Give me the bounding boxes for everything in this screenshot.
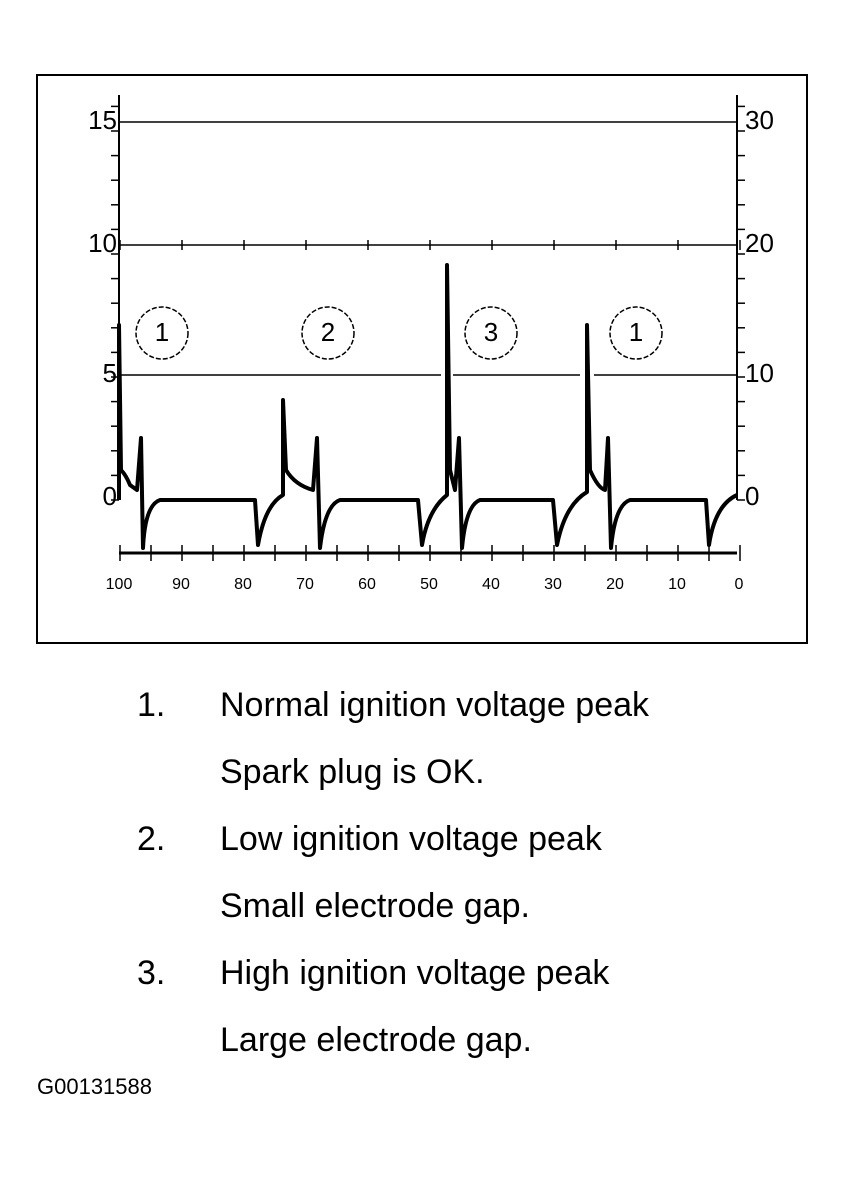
bottom-tick-label: 80 xyxy=(234,576,252,593)
marker-label: 1 xyxy=(629,317,643,347)
bottom-tick-label: 100 xyxy=(106,576,133,593)
figure-id: G00131588 xyxy=(37,1074,152,1099)
marker-circle xyxy=(135,306,189,360)
right-tick-label: 10 xyxy=(745,358,774,388)
marker-circle xyxy=(464,306,518,360)
legend-text: High ignition voltage peak xyxy=(220,954,610,992)
marker-label: 2 xyxy=(321,317,335,347)
right-tick-label: 0 xyxy=(745,481,759,511)
right-tick-label: 20 xyxy=(745,228,774,258)
marker-label: 1 xyxy=(155,317,169,347)
legend-number: 2. xyxy=(137,820,165,858)
bottom-tick-label: 90 xyxy=(172,576,190,593)
marker-circle xyxy=(609,306,663,360)
marker-label: 3 xyxy=(484,317,498,347)
bottom-tick-label: 40 xyxy=(482,576,500,593)
legend-number: 1. xyxy=(137,686,165,724)
bottom-tick-label: 50 xyxy=(420,576,438,593)
bottom-tick-label: 20 xyxy=(606,576,624,593)
legend-text: Spark plug is OK. xyxy=(220,753,485,791)
legend-text: Normal ignition voltage peak xyxy=(220,686,650,724)
left-tick-label: 10 xyxy=(88,228,117,258)
frame xyxy=(36,74,808,644)
bottom-tick-label: 30 xyxy=(544,576,562,593)
bottom-tick-label: 10 xyxy=(668,576,686,593)
bottom-tick-label: 0 xyxy=(735,576,744,593)
left-tick-label: 0 xyxy=(103,481,117,511)
marker-circle xyxy=(301,306,355,360)
bottom-tick-label: 70 xyxy=(296,576,314,593)
bottom-tick-label: 60 xyxy=(358,576,376,593)
left-tick-label: 5 xyxy=(103,358,117,388)
legend-number: 3. xyxy=(137,954,165,992)
legend-text: Large electrode gap. xyxy=(220,1021,532,1059)
left-tick-label: 15 xyxy=(88,105,117,135)
legend-text: Low ignition voltage peak xyxy=(220,820,603,858)
right-tick-label: 30 xyxy=(745,105,774,135)
waveform xyxy=(117,263,738,550)
legend-text: Small electrode gap. xyxy=(220,887,530,925)
